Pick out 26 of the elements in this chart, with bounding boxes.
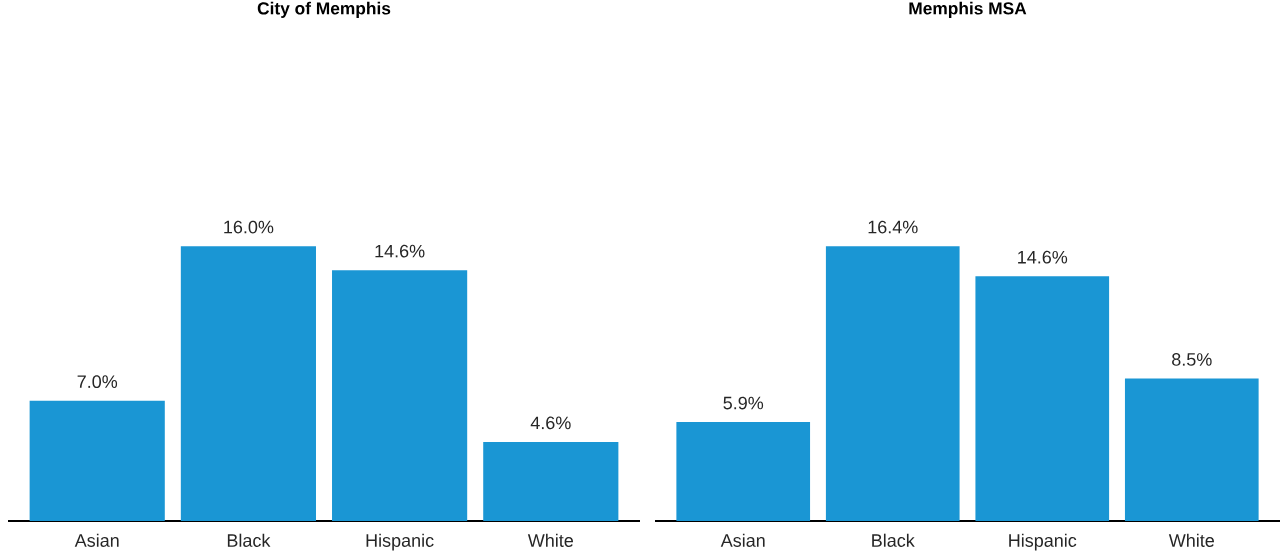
bar <box>332 270 468 521</box>
x-tick-label: Hispanic <box>366 533 434 551</box>
bar <box>676 422 811 521</box>
x-tick-label: Black <box>872 533 915 547</box>
bar <box>180 246 316 521</box>
data-label: 5.9% <box>723 396 764 410</box>
data-label: 14.6% <box>375 244 425 258</box>
x-tick-label: Black <box>227 533 271 547</box>
x-tick-label: Asian <box>720 533 765 547</box>
x-tick-label: White <box>1168 533 1214 547</box>
data-label: 14.6% <box>1018 250 1068 264</box>
bar <box>975 276 1110 521</box>
data-label: 4.6% <box>530 416 571 430</box>
x-tick-label: Hispanic <box>1009 533 1077 551</box>
x-tick-label: White <box>527 533 574 547</box>
chart-title: City of Memphis <box>257 1 391 18</box>
bar <box>483 441 619 521</box>
x-tick-label: Asian <box>74 533 119 547</box>
chart-title: Memphis MSA <box>909 1 1027 18</box>
bar <box>29 400 165 521</box>
bar <box>825 246 960 521</box>
bar <box>1124 378 1259 521</box>
data-label: 16.4% <box>868 220 918 234</box>
data-label: 8.5% <box>1172 353 1212 366</box>
data-label: 7.0% <box>77 375 118 389</box>
data-label: 16.0% <box>224 220 274 234</box>
